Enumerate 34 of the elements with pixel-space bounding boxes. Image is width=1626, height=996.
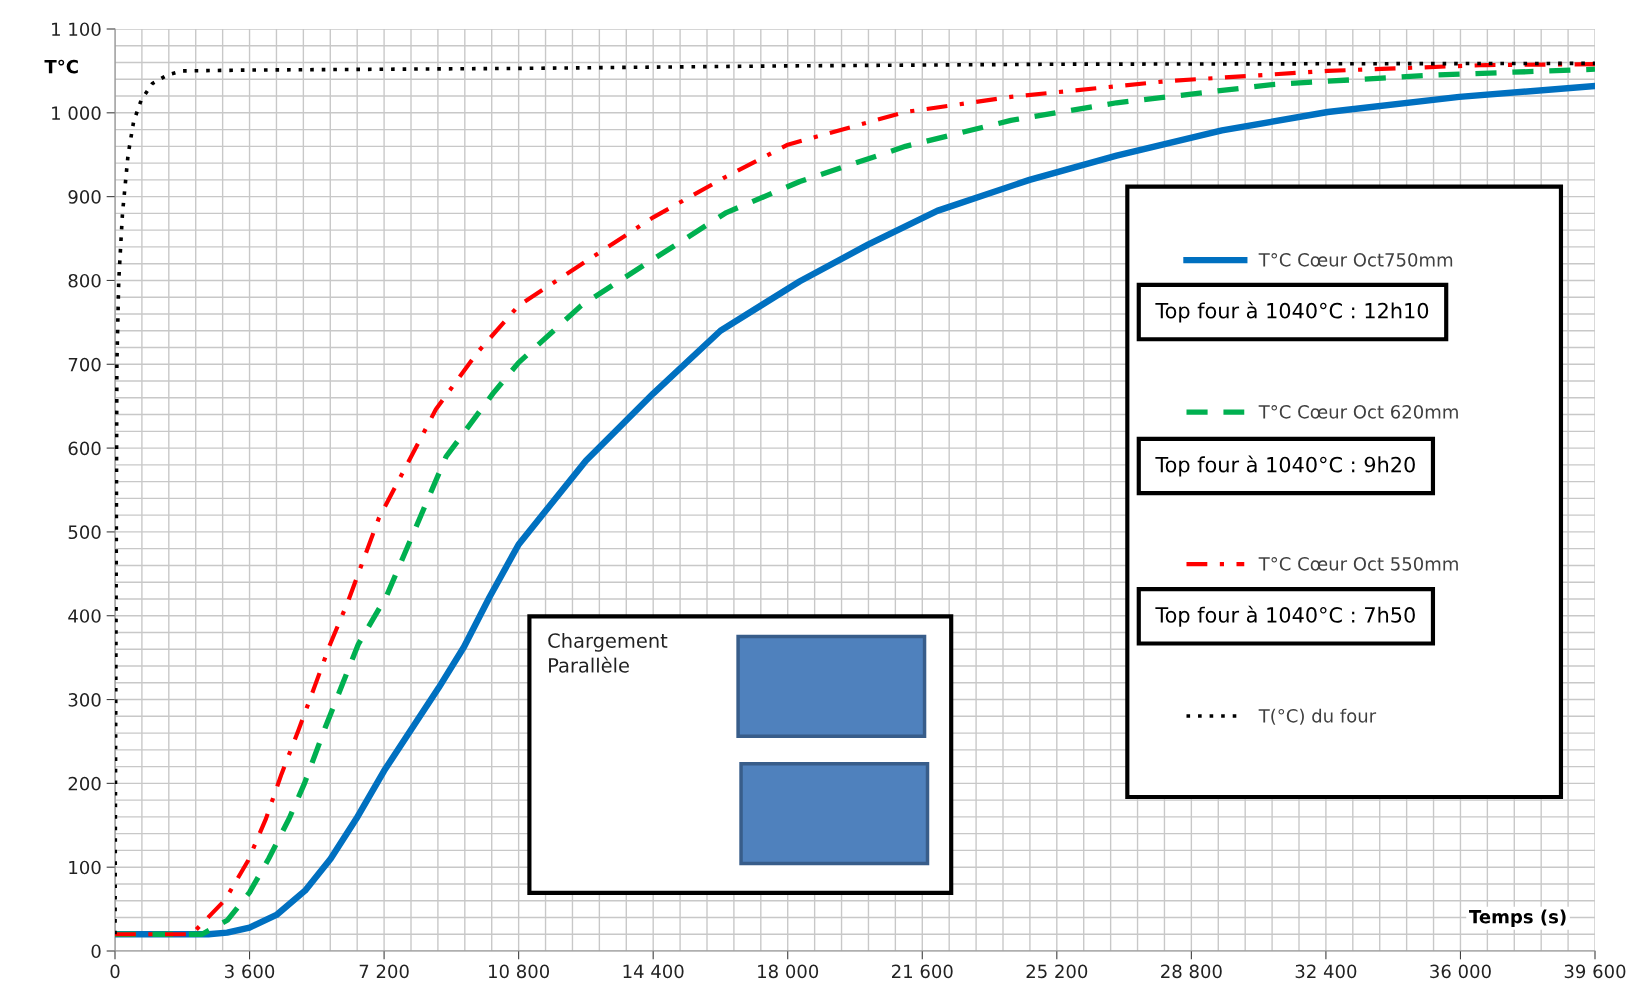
x-tick-label: 18 000 (758, 964, 819, 979)
x-tick-label: 21 600 (892, 964, 953, 979)
y-tick-label: 500 (68, 525, 101, 540)
x-tick-label: 10 800 (489, 964, 550, 979)
y-tick-label: 300 (68, 693, 101, 707)
y-tick-label: 100 (69, 860, 101, 875)
y-axis-title: T°C (44, 59, 78, 74)
y-tick-label: 900 (68, 190, 101, 204)
x-tick-label: 0 (110, 964, 120, 979)
legend-label: T°C Cœur Oct 620mm (1258, 405, 1458, 419)
annotation: Top four à 1040°C : 7h50 (1155, 605, 1415, 627)
annotation: Chargement Parallèle (548, 632, 668, 673)
y-tick-label: 600 (68, 441, 101, 456)
y-tick-label: 1 000 (52, 106, 101, 120)
y-tick-label: 800 (68, 273, 101, 288)
x-tick-label: 36 000 (1430, 964, 1491, 979)
y-tick-label: 0 (91, 944, 101, 959)
y-tick-label: 1 100 (52, 22, 101, 37)
x-tick-label: 39 600 (1564, 964, 1626, 979)
x-axis-title: Temps (s) (1469, 909, 1566, 927)
y-tick-label: 400 (68, 609, 101, 623)
x-tick-label: 28 800 (1161, 964, 1222, 979)
annotation: Top four à 1040°C : 12h10 (1155, 301, 1429, 323)
legend-label: T°C Cœur Oct750mm (1258, 253, 1453, 267)
legend-label: T(°C) du four (1258, 708, 1377, 725)
annotation: Top four à 1040°C : 9h20 (1155, 455, 1415, 477)
x-tick-label: 14 400 (623, 964, 684, 979)
x-tick-label: 32 400 (1295, 964, 1357, 979)
x-tick-label: 25 200 (1026, 964, 1088, 979)
y-tick-label: 700 (68, 357, 101, 372)
legend-label: T°C Cœur Oct 550mm (1258, 557, 1458, 571)
y-tick-label: 200 (68, 776, 101, 791)
x-tick-label: 3 600 (225, 964, 275, 979)
x-tick-label: 7 200 (359, 964, 409, 979)
